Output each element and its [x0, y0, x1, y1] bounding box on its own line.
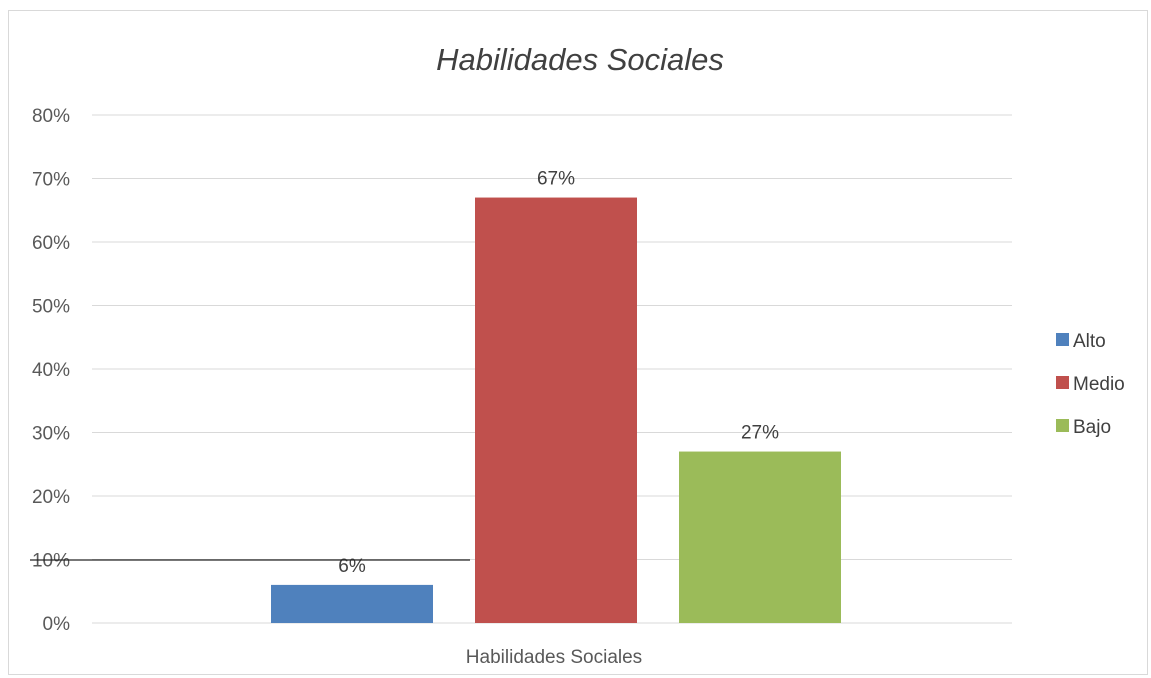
- data-label-alto: 6%: [338, 556, 366, 577]
- legend-swatch-medio: [1056, 376, 1069, 389]
- y-tick-label: 70%: [32, 170, 70, 191]
- legend: Alto Medio Bajo: [1056, 331, 1125, 438]
- y-tick-label: 20%: [32, 487, 70, 508]
- y-tick-label: 10%: [32, 551, 70, 572]
- data-labels: 6% 67% 27%: [338, 169, 779, 577]
- y-tick-label: 50%: [32, 297, 70, 318]
- y-axis-ticks: 0% 10% 20% 30% 40% 50% 60% 70% 80%: [32, 106, 70, 635]
- y-tick-label: 40%: [32, 360, 70, 381]
- y-tick-label: 80%: [32, 106, 70, 127]
- chart-title: Habilidades Sociales: [436, 42, 724, 77]
- legend-label-medio: Medio: [1073, 374, 1125, 395]
- y-tick-label: 30%: [32, 424, 70, 445]
- bar-medio: [475, 197, 637, 624]
- legend-swatch-bajo: [1056, 419, 1069, 432]
- data-label-medio: 67%: [537, 169, 575, 190]
- legend-label-alto: Alto: [1073, 331, 1106, 352]
- legend-label-bajo: Bajo: [1073, 417, 1111, 438]
- data-label-bajo: 27%: [741, 423, 779, 444]
- y-tick-label: 0%: [43, 614, 71, 635]
- y-tick-label: 60%: [32, 233, 70, 254]
- legend-swatch-alto: [1056, 333, 1069, 346]
- x-category-label: Habilidades Sociales: [466, 647, 642, 668]
- bar-alto: [271, 584, 433, 623]
- bar-bajo: [679, 451, 841, 623]
- bars: [271, 197, 841, 624]
